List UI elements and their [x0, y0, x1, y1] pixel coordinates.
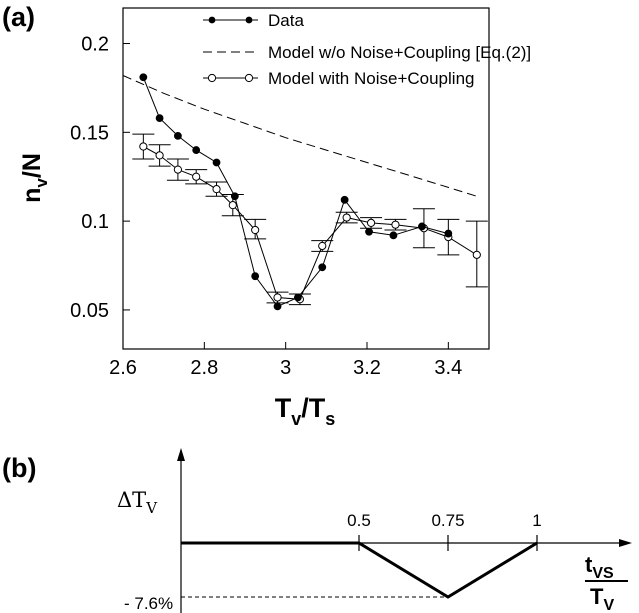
- data-point: [212, 158, 221, 167]
- data-point: [444, 229, 453, 238]
- b-x-tick-label: 0.5: [347, 511, 371, 530]
- xlabel-den-sub: V: [603, 597, 614, 613]
- data-point: [251, 272, 260, 281]
- legend: Data Model w/o Noise+Coupling [Eq.(2)] Mod…: [203, 11, 531, 88]
- plot-a-ticks: 2.6 2.8 3 3.2 3.4 0.05 0.1 0.15 0.2: [70, 34, 462, 379]
- model-point: [342, 213, 351, 222]
- series-model-without-noise: [122, 75, 477, 197]
- data-point: [155, 114, 164, 123]
- data-line: [142, 77, 449, 308]
- plot-a-ylabel: nv/N: [18, 153, 51, 203]
- model-point: [391, 220, 400, 229]
- b-profile-line: [181, 541, 538, 599]
- x-tick-label: 3.4: [434, 357, 462, 379]
- delta-t-sub: V: [145, 499, 158, 517]
- data-point: [318, 263, 327, 272]
- data-point: [293, 293, 302, 302]
- y-tick-label: 0.15: [70, 122, 109, 144]
- level-label: - 7.6%: [124, 594, 173, 613]
- model-point: [173, 165, 182, 174]
- legend-data-marker: [208, 16, 216, 24]
- panel-b-label: (b): [2, 453, 36, 483]
- data-point: [365, 227, 373, 236]
- data-point: [174, 131, 182, 140]
- xlabel-sub1: v: [291, 409, 301, 429]
- series-model-with-noise: [132, 133, 488, 306]
- plot-a-frame: [122, 7, 490, 350]
- y-tick-label: 0.05: [70, 300, 109, 322]
- data-point: [273, 302, 282, 311]
- xlabel-num-sub: VS: [592, 565, 614, 582]
- data-point: [389, 231, 398, 240]
- y-tick-label: 0.2: [81, 34, 109, 56]
- model-point: [251, 225, 260, 235]
- plot-b-marks: 0.5 0.75 1: [181, 511, 542, 599]
- data-point: [192, 146, 201, 154]
- plot-b-ylabel: ΔTV: [117, 488, 158, 517]
- data-point: [230, 192, 239, 201]
- model-point: [318, 241, 327, 251]
- legend-label: Model w/o Noise+Coupling [Eq.(2)]: [268, 43, 531, 62]
- legend-model-marker: [207, 73, 217, 83]
- legend-label: Data: [268, 11, 304, 30]
- legend-label: Model with Noise+Coupling: [268, 69, 474, 88]
- dashed-model-line: [122, 75, 477, 197]
- legend-model-marker: [244, 73, 254, 83]
- b-x-tick-label: 0.75: [431, 511, 464, 530]
- plot-b-xlabel-numerator: tVS: [585, 552, 614, 582]
- plot-a-xlabel: Tv/Ts: [275, 393, 336, 429]
- plot-b-xaxis-arrow: [619, 539, 632, 547]
- ylabel-main: n: [18, 188, 46, 203]
- b-x-tick-label: 1: [532, 511, 541, 530]
- ylabel-sub: v: [32, 178, 51, 188]
- x-tick-label: 2.8: [190, 357, 218, 379]
- data-point: [418, 222, 426, 231]
- model-point: [273, 293, 282, 302]
- data-point: [139, 73, 148, 82]
- ylabel-tail: /N: [18, 153, 46, 178]
- x-tick-label: 3: [280, 357, 291, 379]
- model-point: [212, 185, 221, 194]
- model-point: [139, 142, 148, 151]
- xlabel-mid: /T: [301, 393, 326, 423]
- legend-data-marker: [245, 16, 253, 24]
- plot-b-xlabel-denominator: TV: [590, 584, 614, 613]
- model-point: [192, 172, 201, 181]
- series-data: [139, 73, 453, 311]
- model-point: [472, 250, 481, 259]
- xlabel-sub2: s: [325, 409, 335, 429]
- delta-t-label: ΔT: [117, 488, 146, 512]
- x-tick-label: 2.6: [109, 357, 137, 379]
- x-tick-label: 3.2: [353, 357, 381, 379]
- xlabel-den-main: T: [590, 584, 604, 609]
- xlabel-main: T: [275, 393, 292, 423]
- plot-b-yaxis-arrow: [177, 448, 185, 461]
- data-point: [340, 195, 349, 204]
- model-point: [366, 218, 376, 228]
- y-tick-label: 0.1: [81, 211, 109, 233]
- model-line: [143, 146, 478, 300]
- model-point: [228, 201, 237, 210]
- model-point: [155, 151, 164, 160]
- xlabel-num-main: t: [585, 552, 593, 577]
- panel-a-label: (a): [2, 2, 35, 32]
